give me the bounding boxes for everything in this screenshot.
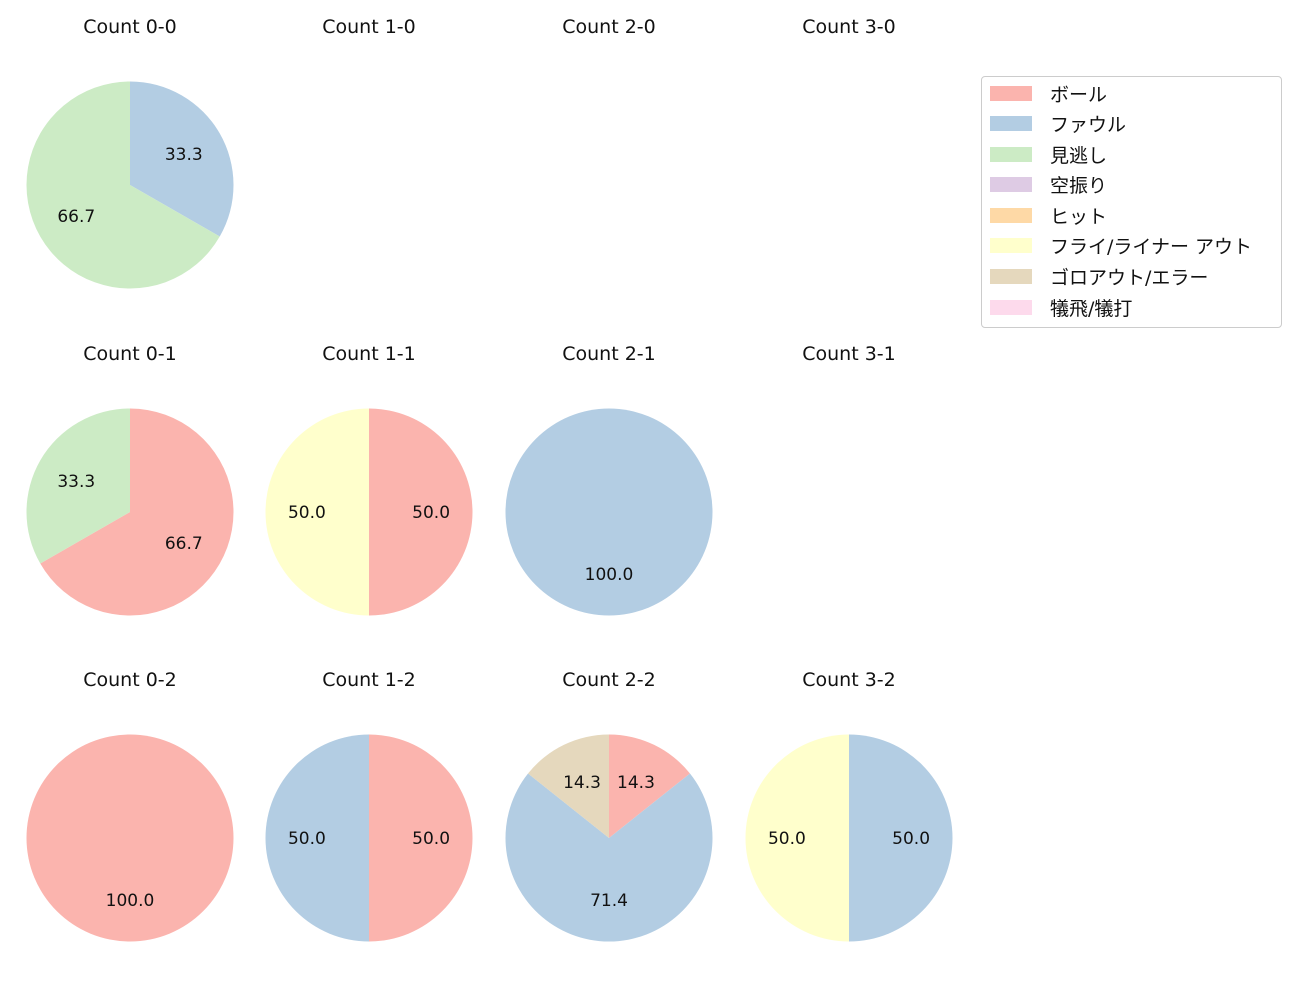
pie-chart: Count 3-1 <box>729 327 969 653</box>
chart-title: Count 3-2 <box>802 669 896 691</box>
slice-label: 50.0 <box>288 503 326 523</box>
legend-item: 見逃し <box>990 139 1107 169</box>
pie-chart: Count 3-0 <box>729 0 969 326</box>
chart-title: Count 1-1 <box>322 343 416 365</box>
pie-chart: Count 0-2 100.0 <box>10 653 250 979</box>
legend-item: フライ/ライナー アウト <box>990 230 1252 260</box>
legend-label: ヒット <box>1050 205 1108 228</box>
chart-title: Count 3-1 <box>802 343 896 365</box>
legend-label: 空振り <box>1050 174 1108 197</box>
pie-slice <box>26 734 234 942</box>
pie-slice <box>849 734 953 942</box>
pie-chart: Count 2-0 <box>489 0 729 326</box>
pie-slice <box>505 408 713 616</box>
pie-chart: Count 1-2 50.0 50.0 <box>249 653 489 979</box>
chart-legend: ボール ファウル 見逃し 空振り ヒット フライ/ライナー アウト ゴロアウト/… <box>981 76 1282 328</box>
slice-label: 50.0 <box>892 829 930 849</box>
pie-slice <box>369 734 473 942</box>
slice-label: 66.7 <box>57 207 95 227</box>
pie-slice <box>265 734 369 942</box>
slice-label: 33.3 <box>165 145 203 165</box>
pie-chart: Count 0-0 33.3 66.7 <box>10 0 250 326</box>
pie-chart: Count 2-1 100.0 <box>489 327 729 653</box>
legend-label: ゴロアウト/エラー <box>1050 266 1209 289</box>
pie-chart: Count 1-1 50.0 50.0 <box>249 327 489 653</box>
chart-title: Count 2-0 <box>562 16 656 38</box>
chart-title: Count 1-0 <box>322 16 416 38</box>
slice-label: 100.0 <box>106 891 155 911</box>
chart-title: Count 0-2 <box>83 669 177 691</box>
legend-label: 見逃し <box>1050 144 1108 167</box>
legend-item: ヒット <box>990 200 1107 230</box>
slice-label: 14.3 <box>617 773 655 793</box>
pie-chart: Count 2-2 14.3 71.4 14.3 <box>489 653 729 979</box>
pie-chart: Count 1-0 <box>249 0 489 326</box>
chart-title: Count 0-0 <box>83 16 177 38</box>
pie-chart: Count 0-1 66.7 33.3 <box>10 327 250 653</box>
pie-slice <box>528 734 609 838</box>
pie-slice <box>40 408 234 616</box>
legend-swatch <box>990 299 1032 315</box>
chart-title: Count 0-1 <box>83 343 177 365</box>
slice-label: 66.7 <box>165 534 203 554</box>
chart-title: Count 1-2 <box>322 669 416 691</box>
legend-swatch <box>990 85 1032 101</box>
pie-slice <box>26 81 220 289</box>
slice-label: 14.3 <box>563 773 601 793</box>
slice-label: 50.0 <box>288 829 326 849</box>
chart-title: Count 3-0 <box>802 16 896 38</box>
legend-label: フライ/ライナー アウト <box>1050 235 1253 258</box>
legend-label: ファウル <box>1050 113 1127 136</box>
legend-label: ボール <box>1050 83 1108 106</box>
slice-label: 33.3 <box>57 472 95 492</box>
pie-slice <box>265 408 369 616</box>
pie-slice <box>609 734 690 838</box>
legend-item: ファウル <box>990 108 1126 138</box>
slice-label: 50.0 <box>412 503 450 523</box>
legend-swatch <box>990 207 1032 223</box>
legend-swatch <box>990 268 1032 284</box>
legend-swatch <box>990 115 1032 131</box>
slice-label: 71.4 <box>590 891 628 911</box>
slice-label: 50.0 <box>412 829 450 849</box>
pie-slice <box>369 408 473 616</box>
legend-swatch <box>990 146 1032 162</box>
legend-swatch <box>990 237 1032 253</box>
chart-title: Count 2-2 <box>562 669 656 691</box>
legend-item: ゴロアウト/エラー <box>990 261 1208 291</box>
legend-item: 犠飛/犠打 <box>990 292 1132 322</box>
chart-title: Count 2-1 <box>562 343 656 365</box>
pie-chart: Count 3-2 50.0 50.0 <box>729 653 969 979</box>
pie-slice <box>745 734 849 942</box>
pie-slice <box>130 81 234 237</box>
slice-label: 100.0 <box>585 565 634 585</box>
legend-item: ボール <box>990 78 1107 108</box>
legend-swatch <box>990 176 1032 192</box>
legend-label: 犠飛/犠打 <box>1050 297 1133 320</box>
legend-item: 空振り <box>990 169 1107 199</box>
pie-slice <box>26 408 131 564</box>
pie-slice <box>505 773 713 942</box>
slice-label: 50.0 <box>768 829 806 849</box>
